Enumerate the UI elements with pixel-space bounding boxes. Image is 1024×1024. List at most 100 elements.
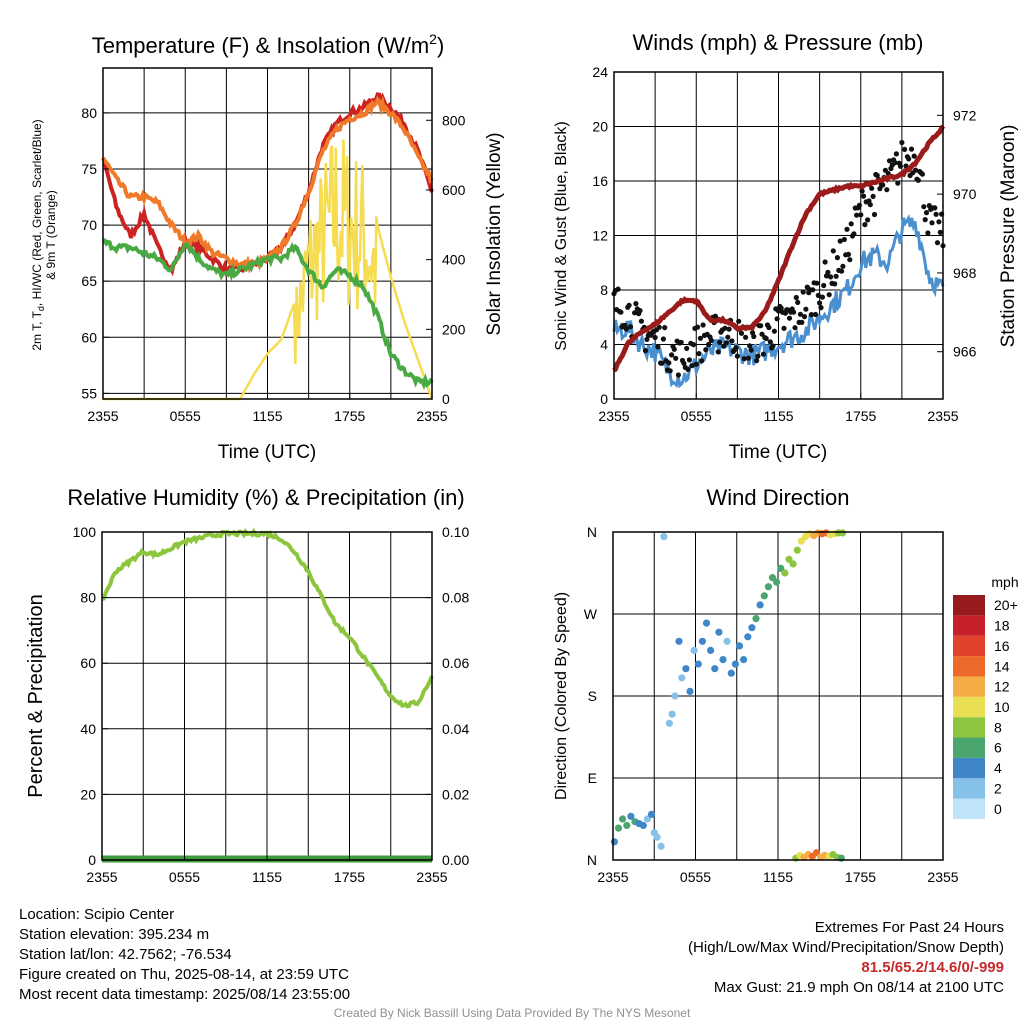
x-tick-label: 2355 <box>416 869 447 885</box>
dewpoint-line <box>102 238 434 391</box>
extremes-summary: Extremes For Past 24 Hours (High/Low/Max… <box>688 918 1004 998</box>
direction-point <box>731 660 740 668</box>
gust-point <box>708 337 714 343</box>
gust-point <box>886 158 893 164</box>
x-tick-label: 0555 <box>680 869 711 885</box>
y-tick-label: 55 <box>81 385 97 401</box>
speed-legend-label: 20+ <box>994 597 1018 613</box>
gust-point <box>899 139 905 146</box>
gust-point <box>743 334 749 340</box>
speed-legend-swatch <box>953 778 985 799</box>
speed-legend-swatch <box>953 656 985 677</box>
direction-point <box>723 637 731 645</box>
gust-point <box>880 182 886 188</box>
direction-point <box>623 821 631 830</box>
gust-point <box>830 248 836 254</box>
gust-point <box>758 323 764 329</box>
gust-point <box>745 355 751 361</box>
y-tick-label: 8 <box>600 282 608 298</box>
speed-legend-label: 18 <box>994 618 1010 634</box>
station-latlon: Station lat/lon: 42.7562; -76.534 <box>19 946 232 963</box>
gust-point <box>892 160 898 166</box>
speed-legend-swatch <box>953 717 985 738</box>
direction-panel-title: Wind Direction <box>706 485 849 510</box>
y-tick-label: 24 <box>592 64 608 80</box>
gust-point <box>884 187 890 193</box>
gust-point <box>786 315 793 321</box>
y-tick-label: 800 <box>442 112 466 128</box>
speed-legend-swatch <box>953 595 985 616</box>
y-tick-label: 40 <box>80 721 96 737</box>
x-tick-label: 1155 <box>252 408 282 424</box>
gust-point <box>726 326 732 332</box>
gust-point <box>923 210 930 216</box>
gust-point <box>722 325 728 331</box>
gust-point <box>840 263 846 269</box>
direction-point <box>752 615 760 623</box>
gust-point <box>738 330 745 336</box>
gust-point <box>666 360 672 366</box>
gust-point <box>913 167 919 173</box>
gust-point <box>903 163 909 169</box>
gust-point <box>937 229 943 235</box>
gust-point <box>874 172 880 178</box>
pressure-right-axis-label: Station Pressure (Maroon) <box>998 125 1019 348</box>
gust-point <box>767 339 773 345</box>
gust-point <box>877 186 883 192</box>
x-tick-label: 2355 <box>927 869 958 885</box>
speed-legend-swatch <box>953 798 985 819</box>
gust-point <box>834 255 841 261</box>
direction-point <box>643 815 652 823</box>
gust-point <box>660 336 667 342</box>
y-tick-label: 75 <box>81 161 97 177</box>
gust-point <box>706 341 712 348</box>
gust-point <box>627 324 634 330</box>
wind-panel: Winds (mph) & Pressure (mb) 0 4 8 12 16 20 24 9… <box>553 30 1019 463</box>
station-pressure-line <box>612 124 946 373</box>
gust-point <box>867 202 873 208</box>
max-gust: Max Gust: 21.9 mph On 08/14 at 2100 UTC <box>713 979 1004 996</box>
speed-legend-label: 6 <box>994 740 1002 756</box>
gust-point <box>723 340 730 346</box>
gust-point <box>800 289 806 295</box>
gust-point <box>667 368 673 374</box>
direction-tick-label: S <box>588 688 597 704</box>
gust-point <box>792 325 798 331</box>
gust-point <box>869 185 875 191</box>
gust-point <box>870 193 876 199</box>
direction-point <box>627 812 635 820</box>
x-tick-label: 2355 <box>416 408 447 424</box>
humidity-left-axis-label: Percent & Precipitation <box>25 594 47 797</box>
x-tick-label: 2355 <box>598 408 629 424</box>
gust-point <box>736 318 742 324</box>
temperature-left-axis-label-line2: & 9m T (Orange) <box>44 190 58 280</box>
x-tick-label: 1155 <box>252 869 282 885</box>
direction-point <box>789 560 797 568</box>
gust-point <box>662 325 668 331</box>
gust-point <box>854 212 860 218</box>
gust-point <box>936 219 942 225</box>
gust-point <box>832 281 838 287</box>
gust-point <box>755 353 761 359</box>
figure-created: Figure created on Thu, 2025-08-14, at 23… <box>19 966 349 983</box>
direction-point <box>756 601 764 609</box>
y-tick-label: 60 <box>81 329 97 345</box>
direction-point <box>668 710 676 718</box>
direction-tick-label: E <box>588 770 597 786</box>
wind-x-axis-label: Time (UTC) <box>729 442 828 463</box>
gust-point <box>915 177 921 183</box>
gust-point <box>801 314 808 320</box>
gust-point <box>844 226 850 232</box>
gust-point <box>815 292 821 298</box>
gust-point <box>770 343 776 349</box>
speed-legend-label: 4 <box>994 760 1002 776</box>
credit-line: Created By Nick Bassill Using Data Provi… <box>333 1006 691 1020</box>
gust-point <box>644 336 650 342</box>
extremes-title: Extremes For Past 24 Hours <box>814 919 1004 936</box>
gust-point <box>655 344 661 350</box>
y-tick-label: 60 <box>80 655 96 671</box>
gust-point <box>795 299 801 305</box>
y-tick-label: 4 <box>600 337 608 353</box>
gust-point <box>615 286 621 292</box>
x-tick-label: 2355 <box>86 869 117 885</box>
